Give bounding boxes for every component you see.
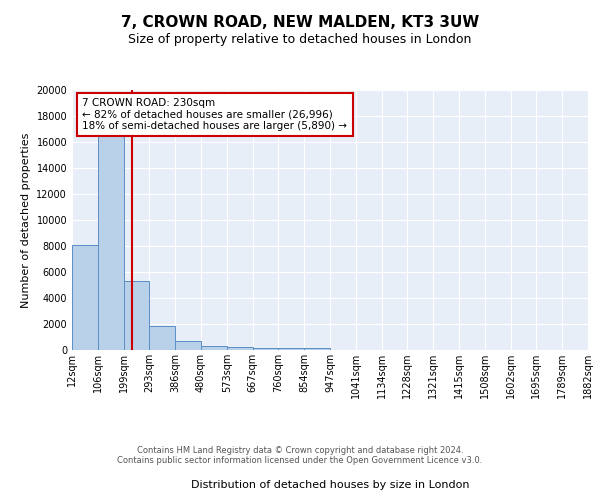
- Text: 7, CROWN ROAD, NEW MALDEN, KT3 3UW: 7, CROWN ROAD, NEW MALDEN, KT3 3UW: [121, 15, 479, 30]
- Bar: [253, 348, 278, 350]
- Text: Distribution of detached houses by size in London: Distribution of detached houses by size …: [191, 480, 469, 490]
- Bar: [72, 244, 98, 350]
- Bar: [149, 326, 175, 350]
- Bar: [201, 346, 227, 350]
- Text: 7 CROWN ROAD: 230sqm
← 82% of detached houses are smaller (26,996)
18% of semi-d: 7 CROWN ROAD: 230sqm ← 82% of detached h…: [82, 98, 347, 131]
- Bar: [124, 281, 149, 350]
- Text: Size of property relative to detached houses in London: Size of property relative to detached ho…: [128, 32, 472, 46]
- Bar: [278, 348, 304, 350]
- Y-axis label: Number of detached properties: Number of detached properties: [21, 132, 31, 308]
- Bar: [175, 341, 201, 350]
- Bar: [304, 348, 330, 350]
- Bar: [227, 347, 253, 350]
- Text: Contains HM Land Registry data © Crown copyright and database right 2024.
Contai: Contains HM Land Registry data © Crown c…: [118, 446, 482, 465]
- Bar: [98, 136, 124, 350]
